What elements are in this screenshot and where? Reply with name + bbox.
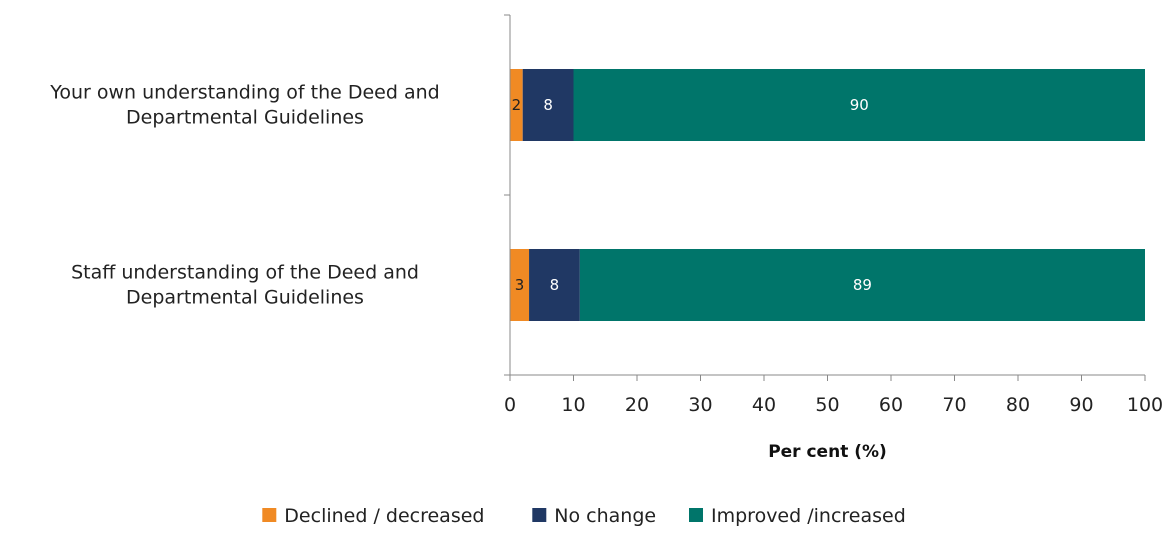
x-tick-label: 10 (561, 394, 585, 416)
data-label: 2 (512, 96, 522, 114)
x-tick-label: 50 (815, 394, 839, 416)
x-tick-label: 40 (752, 394, 776, 416)
legend-item: Declined / decreased (262, 505, 484, 527)
x-tick-label: 100 (1127, 394, 1163, 416)
legend-swatch (532, 508, 547, 522)
bar-segment (579, 249, 1145, 321)
legend-swatch (689, 508, 703, 522)
legend: Declined / decreased No change Improved /i… (262, 505, 906, 527)
data-label: 89 (853, 276, 872, 294)
x-axis-title: Per cent (%) (768, 442, 887, 462)
x-tick-label: 80 (1006, 394, 1030, 416)
legend-item: No change (532, 505, 656, 527)
bars-layer (510, 69, 1145, 321)
legend-label: Declined / decreased (284, 505, 484, 527)
legend-label: No change (554, 505, 656, 527)
x-tick-label: 20 (625, 394, 649, 416)
data-label: 8 (543, 96, 553, 114)
data-label: 90 (850, 96, 869, 114)
labels-layer: 2 8 90 3 8 89 (512, 96, 872, 294)
bar-segment (510, 249, 530, 321)
category-label: Your own understanding of the Deed and De… (49, 82, 439, 129)
x-tick-label: 60 (879, 394, 903, 416)
category-label: Staff understanding of the Deed and Depar… (71, 262, 419, 309)
bar-segment (573, 69, 1145, 141)
axis-layer: Your own understanding of the Deed and De… (49, 14, 1163, 462)
x-tick-label: 70 (942, 394, 966, 416)
bar-segment (510, 69, 523, 141)
legend-item: Improved /increased (689, 505, 906, 527)
data-label: 8 (550, 276, 560, 294)
x-tick-label: 30 (688, 394, 712, 416)
bar-segment (522, 69, 574, 141)
x-tick-label: 90 (1069, 394, 1093, 416)
legend-label: Improved /increased (711, 505, 906, 527)
legend-swatch (262, 508, 277, 522)
data-label: 3 (515, 276, 525, 294)
bar-segment (529, 249, 580, 321)
x-tick-label: 0 (504, 394, 516, 416)
